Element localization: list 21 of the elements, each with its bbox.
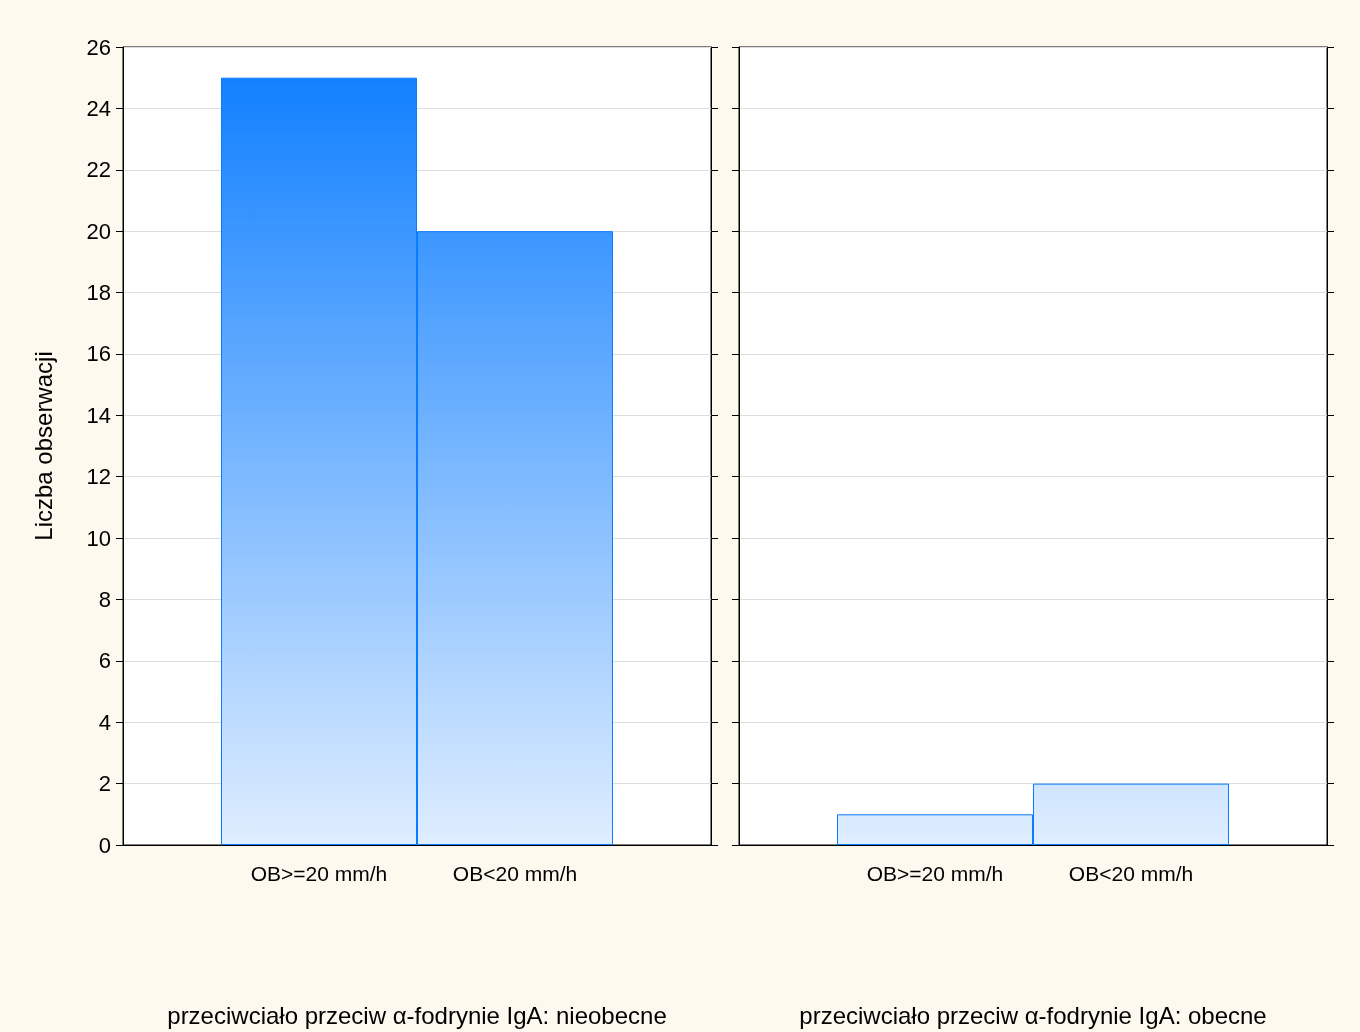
y-tick-label: 0	[98, 832, 111, 858]
x-tick-label: OB<20 mm/h	[1068, 862, 1194, 885]
x-axis-title: przeciwciało przeciw α-fodrynie IgA: obecne	[799, 1001, 1267, 1029]
y-tick-label: 4	[98, 709, 111, 735]
y-tick-label: 18	[86, 280, 111, 306]
y-tick-label: 12	[86, 464, 111, 490]
y-tick-label: 26	[86, 34, 111, 60]
x-tick-label: OB>=20 mm/h	[250, 862, 388, 885]
x-tick-label: OB>=20 mm/h	[866, 862, 1004, 885]
y-tick-label: 8	[98, 586, 111, 612]
y-tick-label: 24	[86, 95, 111, 121]
y-tick-label: 6	[98, 648, 111, 674]
y-axis-title: Liczba obserwacji	[29, 351, 57, 541]
y-tick-label: 2	[98, 771, 111, 797]
y-tick-label: 20	[86, 218, 111, 244]
y-tick-label: 10	[86, 525, 111, 551]
x-axis-title: przeciwciało przeciw α-fodrynie IgA: nieobecne	[167, 1001, 667, 1029]
y-tick-label: 14	[86, 402, 111, 428]
x-tick-label: OB<20 mm/h	[452, 862, 578, 885]
y-tick-label: 22	[86, 157, 111, 183]
y-tick-label: 16	[86, 341, 111, 367]
